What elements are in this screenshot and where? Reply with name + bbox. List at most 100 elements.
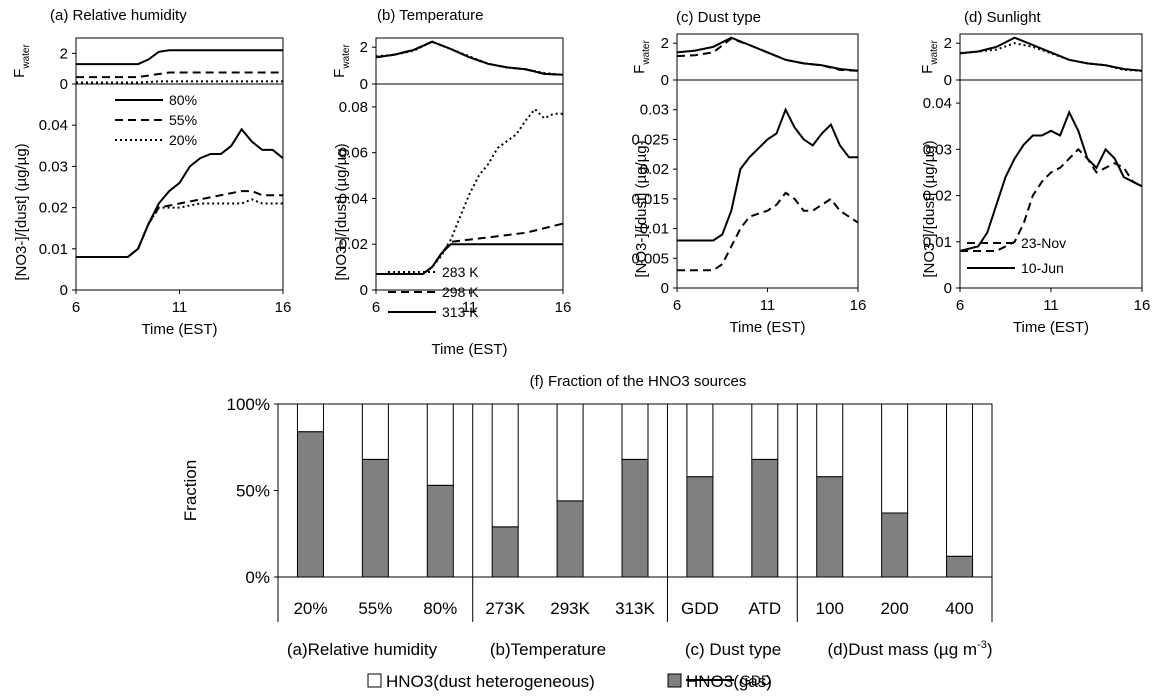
bar-dust xyxy=(426,403,454,486)
nitrate-subplot: 0 0.02 0.04 0.06 0.08 6 11 16 Time (EST) [NO3-]/[… xyxy=(333,83,571,358)
legend-label: 80% xyxy=(169,92,197,108)
nitrate-ytick-label: 0.04 xyxy=(923,95,952,112)
fwater-series-line xyxy=(76,71,283,79)
bar-gas xyxy=(751,458,779,578)
xtick-label: 16 xyxy=(1134,297,1151,314)
nitrate-ytick-label: 0.01 xyxy=(39,241,68,258)
bar-ytick-label: 100% xyxy=(227,395,270,414)
group-label: (d)Dust mass (µg m-3) xyxy=(827,639,992,659)
x-axis-label: Time (EST) xyxy=(141,321,217,338)
fwater-ytick-label: 2 xyxy=(661,35,669,52)
panel-title: (c) Dust type xyxy=(676,9,761,26)
x-axis-label: Time (EST) xyxy=(431,341,507,358)
fwater-frame xyxy=(375,37,564,85)
fwater-frame xyxy=(959,33,1143,81)
xtick-label: 6 xyxy=(372,299,380,316)
bar-dust xyxy=(491,403,519,528)
nitrate-frame xyxy=(375,83,564,291)
bar-legend-swatch xyxy=(367,673,382,688)
nitrate-ytick-label: 0.02 xyxy=(640,161,669,178)
nitrate-ytick-label: 0.06 xyxy=(339,145,368,162)
bar-dust xyxy=(751,403,779,460)
bar-gas xyxy=(556,500,584,578)
fwater-ylabel-main: F xyxy=(631,65,648,74)
panel-title: (a) Relative humidity xyxy=(50,7,187,24)
bar-category-label: 100 xyxy=(816,599,844,618)
nitrate-subplot: 0 0.01 0.02 0.03 0.04 6 11 16 Time (EST) [NO3-]/[… xyxy=(921,79,1151,336)
line-panel-2: (c) Dust type 2 0 Fwater 0 0.005 0.01 0.015 0.02… xyxy=(631,9,866,696)
nitrate-series-line xyxy=(76,190,283,258)
fwater-ylabel-main: F xyxy=(919,65,936,74)
legend: GDD ATD xyxy=(686,672,771,696)
nitrate-ytick-label: 0 xyxy=(661,280,669,297)
bar-category-label: 200 xyxy=(880,599,908,618)
legend: 80% 55% 20% xyxy=(115,92,197,148)
nitrate-frame xyxy=(676,79,859,289)
fwater-ylabel-sub: water xyxy=(341,44,352,70)
fwater-ytick-label: 0 xyxy=(60,76,68,93)
bar-gas xyxy=(491,526,519,578)
bar-dust xyxy=(686,403,714,478)
bar-panel: (f) Fraction of the HNO3 sources 0% 50% 100… xyxy=(181,373,993,691)
legend-label: 55% xyxy=(169,112,197,128)
legend-label: 298 K xyxy=(442,284,479,300)
xtick-label: 6 xyxy=(673,297,681,314)
nitrate-subplot: 0 0.01 0.02 0.03 0.04 6 11 16 Time (EST) [NO3-]/[… xyxy=(13,83,292,338)
nitrate-ylabel: [NO3-]/[dust] (µg/µg) xyxy=(921,140,938,277)
bar-ytick-label: 0% xyxy=(245,568,270,587)
bar-gas xyxy=(426,484,454,578)
fwater-series-line xyxy=(76,80,283,84)
nitrate-ytick-label: 0.03 xyxy=(39,158,68,175)
legend-label: GDD xyxy=(740,672,771,688)
line-panel-1: (b) Temperature 2 0 Fwater 0 0.02 0.04 0.06 0.08… xyxy=(331,7,571,358)
nitrate-ytick-label: 0 xyxy=(360,282,368,299)
nitrate-series-line xyxy=(76,127,284,258)
xtick-label: 6 xyxy=(72,299,80,316)
bar-gas xyxy=(816,476,844,578)
line-panel-0: (a) Relative humidity 2 0 Fwater 0 0.01 0.02 0.… xyxy=(11,7,291,338)
fwater-series-line xyxy=(959,42,1143,72)
nitrate-ytick-label: 0.01 xyxy=(640,221,669,238)
nitrate-subplot: 0 0.005 0.01 0.015 0.02 0.025 0.03 6 11 16 Time (E… xyxy=(631,79,866,696)
nitrate-frame xyxy=(959,79,1143,289)
fwater-series-line xyxy=(76,49,283,66)
fwater-series-line xyxy=(676,37,859,72)
legend: 283 K 298 K 313 K xyxy=(388,264,479,320)
bar-category-label: 273K xyxy=(485,599,525,618)
xtick-label: 6 xyxy=(956,297,964,314)
fwater-ytick-label: 0 xyxy=(944,72,952,89)
fwater-ylabel-sub: water xyxy=(641,40,652,66)
nitrate-ytick-label: 0.03 xyxy=(640,102,669,119)
nitrate-ytick-label: 0.03 xyxy=(923,141,952,158)
nitrate-ytick-label: 0.025 xyxy=(631,131,669,148)
fwater-ylabel-sub: water xyxy=(929,40,940,66)
legend: 23-Nov 10-Jun xyxy=(967,235,1066,276)
group-label-close: ) xyxy=(987,640,993,659)
group-label: (b)Temperature xyxy=(490,640,606,659)
line-panels: (a) Relative humidity20Fwater00.010.020.… xyxy=(11,7,1150,696)
nitrate-series-line xyxy=(959,109,1143,252)
x-axis-label: Time (EST) xyxy=(1013,319,1089,336)
legend-label: 10-Jun xyxy=(1021,260,1064,276)
bar-legend-label: HNO3(dust heterogeneous) xyxy=(386,672,595,691)
nitrate-ytick-label: 0.015 xyxy=(631,191,669,208)
xtick-label: 11 xyxy=(172,299,188,316)
bar-category-label: 55% xyxy=(358,599,392,618)
fwater-ylabel-main: F xyxy=(11,69,28,78)
nitrate-ytick-label: 0.02 xyxy=(39,200,68,217)
x-axis-label: Time (EST) xyxy=(729,319,805,336)
fwater-series-line xyxy=(375,40,564,76)
fwater-ylabel: Fwater xyxy=(331,44,352,78)
xtick-label: 16 xyxy=(275,299,292,316)
nitrate-ylabel: [NO3-]/[dust] (µg/µg) xyxy=(13,143,30,280)
xtick-label: 11 xyxy=(760,297,776,314)
bar-gas xyxy=(686,476,714,578)
fwater-ylabel: Fwater xyxy=(11,44,32,78)
bar-gas xyxy=(881,512,909,578)
bar-category-label: ATD xyxy=(748,599,781,618)
legend-label: 20% xyxy=(169,132,197,148)
xtick-label: 11 xyxy=(462,299,478,316)
